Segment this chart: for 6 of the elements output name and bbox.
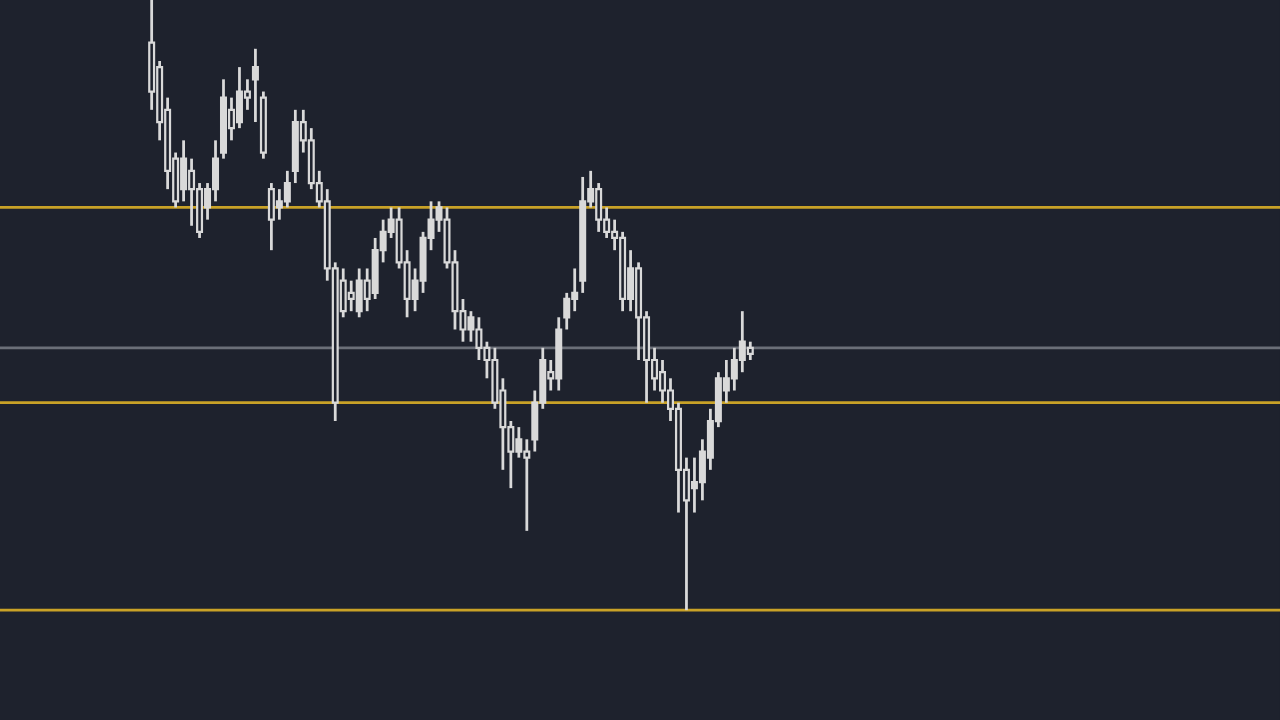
- candlestick: [267, 181, 275, 252]
- candlestick: [746, 340, 754, 362]
- candlestick: [467, 309, 475, 344]
- candlestick: [355, 267, 363, 319]
- candlestick: [475, 315, 483, 362]
- candlestick: [347, 279, 355, 313]
